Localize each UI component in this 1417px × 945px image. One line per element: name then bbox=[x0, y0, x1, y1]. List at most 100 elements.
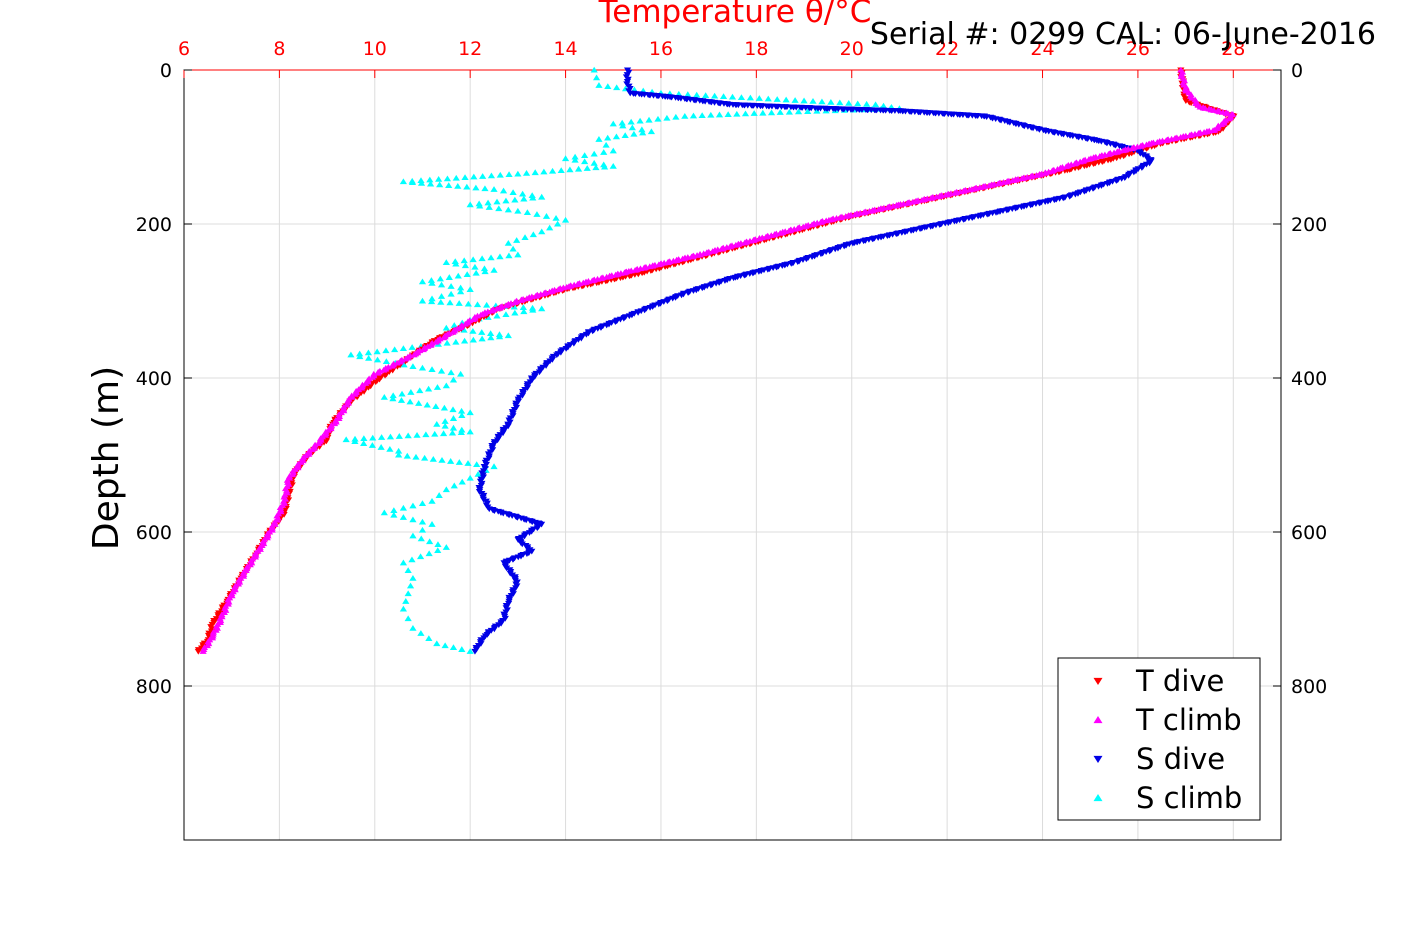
data-point bbox=[478, 255, 486, 262]
data-point bbox=[397, 397, 406, 403]
data-point bbox=[417, 630, 425, 636]
data-point bbox=[600, 163, 609, 170]
data-point bbox=[528, 192, 536, 199]
data-point bbox=[412, 453, 420, 460]
data-point bbox=[380, 394, 388, 400]
data-point bbox=[618, 119, 626, 126]
data-point bbox=[449, 376, 458, 383]
data-point bbox=[395, 433, 403, 439]
data-point bbox=[436, 181, 444, 188]
data-point bbox=[504, 332, 512, 339]
data-point bbox=[409, 532, 417, 539]
data-point bbox=[399, 345, 407, 352]
data-point bbox=[630, 130, 638, 137]
data-point bbox=[493, 198, 501, 205]
data-point bbox=[447, 369, 455, 376]
data-point bbox=[557, 167, 565, 173]
data-point bbox=[428, 366, 436, 373]
data-point bbox=[415, 400, 423, 406]
data-point bbox=[529, 231, 537, 238]
data-point bbox=[386, 433, 395, 440]
data-point bbox=[809, 98, 817, 104]
data-point bbox=[466, 474, 474, 481]
data-point bbox=[490, 266, 498, 273]
data-point bbox=[436, 275, 444, 282]
data-point bbox=[484, 199, 492, 206]
data-point bbox=[364, 349, 373, 356]
data-point bbox=[523, 209, 532, 215]
data-point bbox=[380, 509, 388, 516]
data-point bbox=[425, 550, 433, 557]
data-point bbox=[502, 311, 510, 317]
data-point bbox=[437, 298, 445, 305]
data-point bbox=[519, 304, 527, 311]
data-point bbox=[495, 333, 504, 340]
data-point bbox=[647, 128, 656, 135]
x-tick-label: 16 bbox=[649, 38, 673, 60]
data-point bbox=[741, 110, 750, 117]
data-point bbox=[473, 301, 482, 308]
data-point bbox=[441, 422, 449, 429]
data-point bbox=[628, 124, 636, 131]
data-point bbox=[728, 93, 737, 100]
data-point bbox=[505, 252, 513, 259]
data-point bbox=[434, 541, 442, 548]
data-point bbox=[461, 262, 470, 269]
data-point bbox=[546, 224, 554, 231]
data-point bbox=[382, 358, 390, 365]
x-tick-label: 12 bbox=[458, 38, 482, 60]
legend-marker bbox=[1093, 793, 1103, 802]
data-point bbox=[529, 306, 537, 313]
data-point bbox=[438, 457, 446, 463]
data-point bbox=[433, 640, 441, 647]
data-point bbox=[466, 648, 474, 654]
x-tick-label: 20 bbox=[840, 38, 864, 60]
data-point bbox=[533, 211, 541, 217]
series-t-climb bbox=[199, 66, 1237, 654]
data-point bbox=[479, 173, 487, 179]
data-point bbox=[437, 367, 446, 374]
data-point bbox=[571, 153, 579, 160]
data-point bbox=[360, 440, 368, 446]
data-point bbox=[504, 240, 512, 246]
data-point bbox=[423, 401, 431, 408]
data-point bbox=[402, 598, 410, 604]
data-point bbox=[672, 113, 680, 120]
data-point bbox=[389, 392, 397, 399]
data-point bbox=[199, 648, 207, 654]
data-point bbox=[458, 646, 466, 652]
data-point bbox=[391, 346, 399, 353]
data-point bbox=[531, 169, 539, 176]
data-point bbox=[406, 398, 414, 405]
data-point bbox=[435, 176, 443, 182]
data-point bbox=[440, 404, 449, 411]
data-point bbox=[595, 136, 603, 142]
data-point bbox=[399, 504, 407, 511]
data-point bbox=[454, 272, 462, 279]
data-point bbox=[421, 454, 429, 461]
data-point bbox=[417, 535, 425, 542]
data-point bbox=[502, 197, 510, 204]
data-point bbox=[813, 107, 821, 114]
data-point bbox=[409, 516, 417, 523]
data-point bbox=[469, 328, 477, 334]
data-point bbox=[538, 305, 546, 312]
legend-label: T dive bbox=[1135, 664, 1224, 698]
data-point bbox=[418, 500, 427, 507]
data-point bbox=[863, 100, 871, 107]
data-point bbox=[351, 438, 359, 445]
data-point bbox=[613, 84, 621, 91]
data-point bbox=[466, 286, 474, 292]
data-point bbox=[590, 159, 598, 166]
data-point bbox=[447, 283, 455, 289]
data-point bbox=[684, 91, 692, 98]
data-point bbox=[356, 350, 364, 357]
data-point bbox=[476, 202, 484, 209]
data-point bbox=[368, 442, 376, 448]
data-point bbox=[389, 395, 397, 402]
data-point bbox=[493, 437, 502, 444]
data-point bbox=[621, 132, 629, 138]
data-point bbox=[566, 166, 574, 173]
data-point bbox=[428, 298, 436, 305]
data-point bbox=[693, 91, 701, 98]
